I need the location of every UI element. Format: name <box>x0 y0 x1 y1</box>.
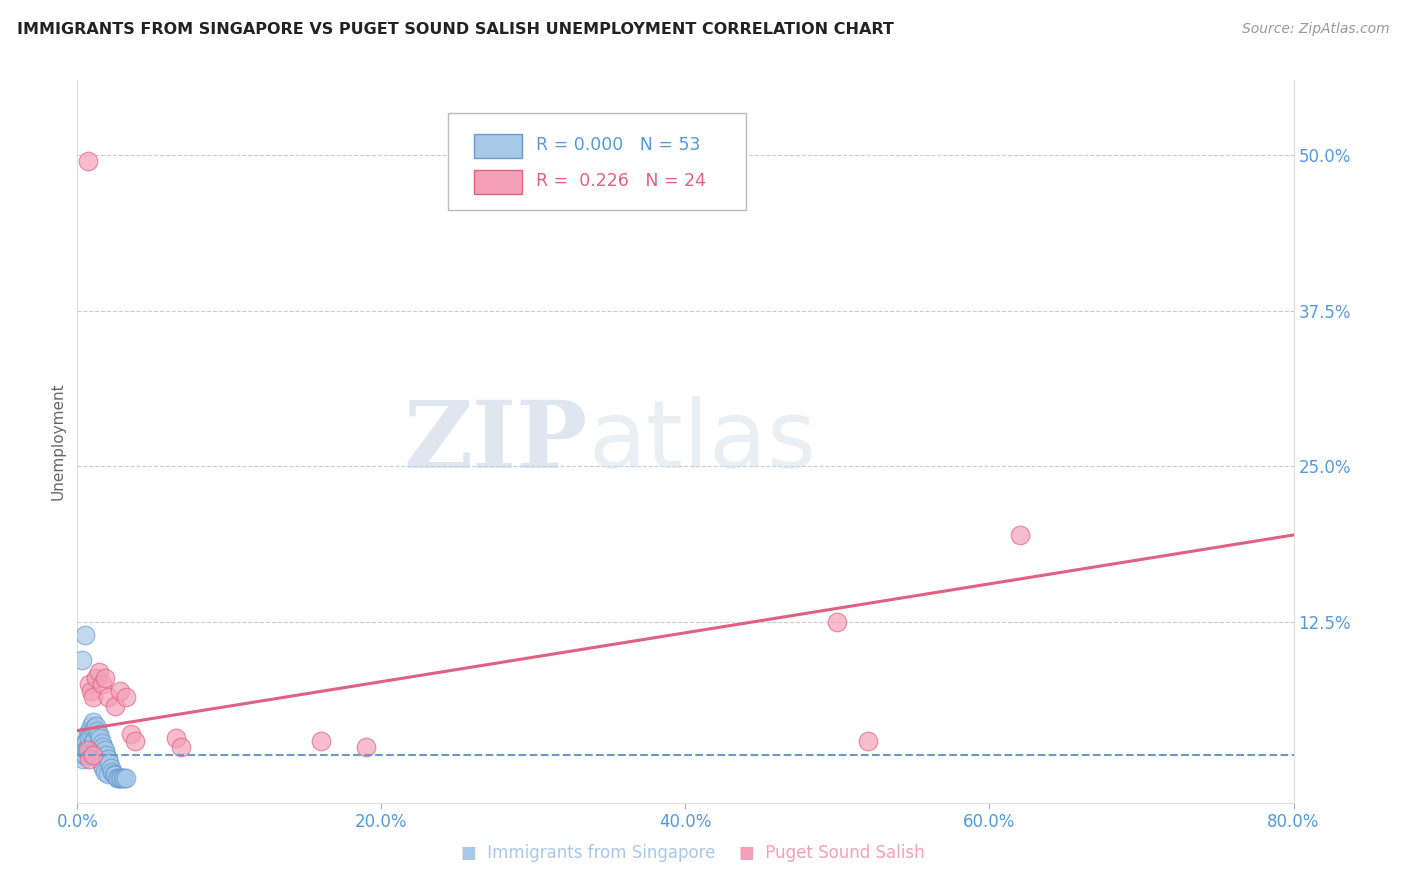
Point <box>105 771 128 785</box>
Point <box>87 727 110 741</box>
Point <box>1008 528 1031 542</box>
Point <box>120 727 142 741</box>
Point <box>97 767 120 781</box>
Point <box>93 764 115 779</box>
Point <box>73 748 96 763</box>
Point <box>114 771 136 785</box>
Point <box>83 733 105 747</box>
Text: atlas: atlas <box>588 395 817 488</box>
Point <box>108 771 131 785</box>
Point <box>170 739 193 754</box>
Point <box>86 723 108 738</box>
Point <box>83 721 105 735</box>
Point <box>70 743 93 757</box>
Point <box>79 746 101 760</box>
Point <box>100 761 122 775</box>
Point <box>107 771 129 785</box>
Point <box>87 665 110 679</box>
FancyBboxPatch shape <box>449 112 747 211</box>
Point <box>90 758 112 772</box>
Text: ■  Puget Sound Salish: ■ Puget Sound Salish <box>738 845 924 863</box>
Point <box>80 727 103 741</box>
Point <box>110 771 132 785</box>
Point <box>115 690 138 704</box>
Text: R = 0.000   N = 53: R = 0.000 N = 53 <box>536 136 700 154</box>
Point <box>84 671 107 685</box>
Point <box>79 731 101 745</box>
Point <box>87 748 110 763</box>
Point <box>90 736 112 750</box>
Point <box>104 698 127 713</box>
Point <box>82 690 104 704</box>
Point <box>72 746 94 760</box>
Point <box>84 739 107 754</box>
Point <box>101 764 124 779</box>
FancyBboxPatch shape <box>474 134 523 158</box>
Point <box>93 671 115 685</box>
Text: ■  Immigrants from Singapore: ■ Immigrants from Singapore <box>461 845 716 863</box>
Point <box>309 733 332 747</box>
Point <box>90 677 112 691</box>
Point <box>82 736 104 750</box>
Point <box>80 718 103 732</box>
Point <box>82 748 104 763</box>
Point <box>84 718 107 732</box>
Point <box>77 727 100 741</box>
Point <box>97 752 120 766</box>
Point <box>73 736 96 750</box>
Point <box>79 677 101 691</box>
Point <box>82 714 104 729</box>
Point <box>856 733 879 747</box>
Point <box>115 771 138 785</box>
Point <box>73 627 96 641</box>
Point <box>89 731 111 745</box>
Point <box>97 690 120 704</box>
FancyBboxPatch shape <box>474 169 523 194</box>
Point <box>165 731 187 745</box>
Point <box>91 761 114 775</box>
Point <box>80 739 103 754</box>
Point <box>77 154 100 169</box>
Point <box>75 743 97 757</box>
Point <box>108 683 131 698</box>
Text: Source: ZipAtlas.com: Source: ZipAtlas.com <box>1241 22 1389 37</box>
Point <box>69 739 91 754</box>
Point <box>82 723 104 738</box>
Point <box>354 739 377 754</box>
Point <box>79 752 101 766</box>
Point <box>80 683 103 698</box>
Text: R =  0.226   N = 24: R = 0.226 N = 24 <box>536 172 706 190</box>
Text: IMMIGRANTS FROM SINGAPORE VS PUGET SOUND SALISH UNEMPLOYMENT CORRELATION CHART: IMMIGRANTS FROM SINGAPORE VS PUGET SOUND… <box>17 22 894 37</box>
Point <box>111 771 134 785</box>
Point <box>70 748 93 763</box>
Point <box>827 615 849 630</box>
Point <box>98 756 121 770</box>
Point <box>86 743 108 757</box>
Y-axis label: Unemployment: Unemployment <box>51 383 66 500</box>
Point <box>91 739 114 754</box>
Point <box>103 767 125 781</box>
Point <box>104 768 127 782</box>
Point <box>77 743 100 757</box>
Point <box>75 733 97 747</box>
Point <box>93 743 115 757</box>
Point <box>96 748 118 763</box>
Point <box>77 739 100 754</box>
Point <box>79 723 101 738</box>
Point <box>72 752 94 766</box>
Point <box>70 652 93 666</box>
Point <box>124 733 146 747</box>
Point <box>89 752 111 766</box>
Text: ZIP: ZIP <box>404 397 588 486</box>
